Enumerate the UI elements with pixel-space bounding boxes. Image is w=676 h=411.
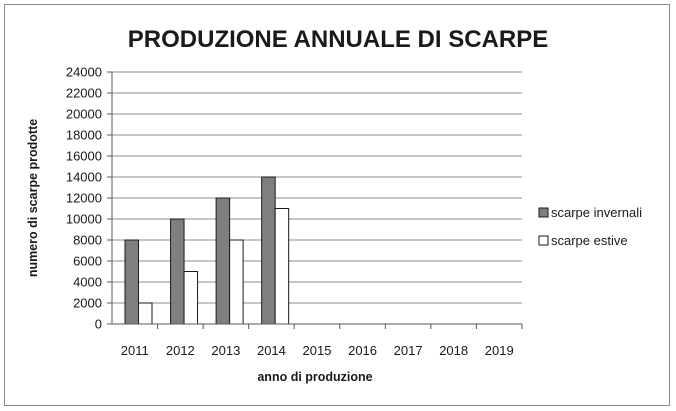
y-tick-label: 10000: [66, 212, 102, 227]
bar: [183, 271, 199, 325]
y-tick-label: 8000: [73, 233, 102, 248]
x-tick-label: 2019: [485, 343, 514, 358]
bar: [274, 208, 290, 325]
x-tick-label: 2016: [348, 343, 377, 358]
y-tick-label: 20000: [66, 107, 102, 122]
x-tick-label: 2015: [303, 343, 332, 358]
y-tick-label: 24000: [66, 65, 102, 80]
x-tick-label: 2018: [439, 343, 468, 358]
y-tick-label: 18000: [66, 128, 102, 143]
legend-swatch: [538, 207, 549, 218]
legend-swatch: [538, 235, 549, 246]
x-tick-label: 2012: [166, 343, 195, 358]
y-tick-labels: 0 2000 4000 6000 8000 10000 12000 14000 16000 180…: [66, 65, 102, 332]
bar: [229, 239, 244, 325]
y-tick-label: 0: [95, 317, 102, 332]
x-tick-labels: 2011 2012 2013 2014 2015 2016 2017 2018 2019: [121, 343, 514, 358]
x-tick-label: 2011: [121, 343, 149, 358]
y-tick-label: 16000: [66, 149, 102, 164]
bar: [261, 176, 276, 325]
axes: [111, 72, 523, 329]
y-tick-label: 14000: [66, 170, 102, 185]
gridlines: [107, 71, 522, 325]
bar: [124, 239, 139, 325]
y-axis-label: numero di scarpe prodotte: [26, 119, 40, 277]
x-axis-label: anno di produzione: [257, 370, 372, 384]
x-tick-label: 2013: [211, 343, 240, 358]
bars: [124, 176, 290, 325]
y-tick-label: 6000: [73, 254, 102, 269]
bar: [215, 197, 231, 325]
y-tick-label: 12000: [66, 191, 102, 206]
bar: [170, 218, 185, 325]
y-tick-label: 4000: [73, 275, 102, 290]
x-tick-label: 2017: [394, 343, 423, 358]
legend-label: scarpe invernali: [551, 205, 642, 220]
y-tick-label: 22000: [66, 86, 102, 101]
chart-frame: PRODUZIONE ANNUALE DI SCARPE 0 2000 4000 60…: [4, 4, 670, 406]
chart-title: PRODUZIONE ANNUALE DI SCARPE: [128, 26, 548, 53]
legend-label: scarpe estive: [551, 233, 628, 248]
bar: [138, 302, 153, 325]
legend: scarpe invernali scarpe estive: [538, 205, 642, 248]
bar-chart: PRODUZIONE ANNUALE DI SCARPE 0 2000 4000 60…: [26, 26, 642, 384]
y-tick-label: 2000: [73, 296, 102, 311]
x-tick-label: 2014: [257, 343, 286, 358]
